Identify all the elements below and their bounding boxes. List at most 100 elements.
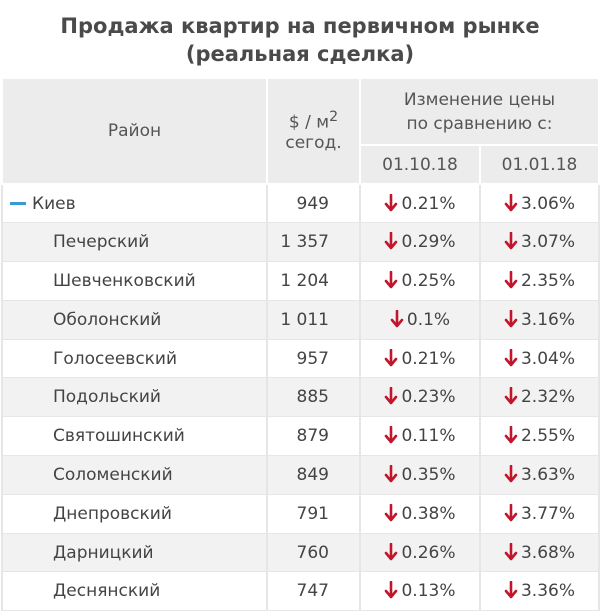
header-price: $ / м2 сегод. [266, 77, 361, 185]
arrow-down-icon [504, 581, 518, 599]
district-name: Киев [32, 193, 76, 214]
arrow-down-icon [504, 270, 518, 289]
arrow-down-icon [504, 542, 518, 561]
arrow-down-icon [390, 309, 404, 328]
change-value-2: 3.77% [520, 503, 575, 524]
change-cell-1: 0.23% [359, 377, 481, 418]
price-value: 1 011 [280, 309, 329, 330]
change-value-2: 3.63% [520, 464, 575, 485]
district-cell: Соломенский [1, 455, 268, 495]
price-value: 949 [296, 193, 329, 214]
district-cell: Шевченковский [1, 261, 268, 301]
district-name: Днепровский [53, 503, 172, 524]
district-cell: Дарницкий [1, 532, 268, 573]
price-cell: 879 [266, 416, 361, 457]
change-value-2: 3.04% [520, 348, 575, 369]
change-value-1: 0.11% [401, 426, 456, 447]
price-cell: 791 [266, 493, 361, 534]
change-cell-2: 3.04% [479, 338, 600, 379]
page-title: Продажа квартир на первичном рынке (реал… [0, 0, 600, 70]
table-row: Соломенский 849 0.35% 3.63% [1, 455, 600, 495]
change-cell-1: 0.11% [359, 416, 481, 457]
header-date-2: 01.01.18 [479, 144, 600, 185]
header-district: Район [1, 77, 268, 185]
table-row: Киев 949 0.21% 3.06% [1, 183, 600, 224]
district-cell: Голосеевский [1, 338, 268, 379]
district-cell[interactable]: Киев [1, 183, 268, 224]
change-value-2: 3.36% [520, 581, 575, 602]
arrow-down-icon [384, 387, 398, 405]
district-cell: Святошинский [1, 416, 268, 457]
arrow-down-icon [384, 542, 398, 561]
change-value-2: 3.07% [520, 232, 575, 253]
change-value-1: 0.1% [406, 309, 451, 330]
price-value: 957 [296, 348, 329, 369]
price-value: 1 204 [280, 270, 329, 291]
arrow-down-icon [504, 231, 518, 250]
district-name: Деснянский [53, 581, 161, 602]
table-row: Деснянский 747 0.13% 3.36% [1, 571, 600, 611]
change-value-1: 0.35% [401, 464, 456, 485]
header-price-today: сегод. [285, 132, 342, 153]
arrow-down-icon [384, 231, 398, 250]
table-row: Дарницкий 760 0.26% 3.68% [1, 532, 600, 573]
change-cell-2: 2.55% [479, 416, 600, 457]
price-cell: 1 204 [266, 261, 361, 301]
change-cell-2: 2.32% [479, 377, 600, 418]
change-cell-1: 0.13% [359, 571, 481, 611]
collapse-minus-icon[interactable] [10, 202, 26, 206]
header-change: Изменение цены по сравнению с: [359, 76, 600, 147]
district-name: Подольский [53, 387, 161, 408]
arrow-down-icon [504, 348, 518, 367]
change-cell-2: 3.07% [479, 222, 600, 263]
arrow-down-icon [504, 193, 518, 212]
price-cell: 885 [266, 377, 361, 418]
table-row: Оболонский 1 011 0.1% 3.16% [1, 299, 600, 340]
district-cell: Днепровский [1, 493, 268, 534]
arrow-down-icon [384, 503, 398, 522]
change-cell-1: 0.26% [359, 532, 481, 573]
price-cell: 849 [266, 455, 361, 495]
district-name: Печерский [53, 232, 150, 253]
arrow-down-icon [504, 464, 518, 483]
change-value-1: 0.25% [401, 270, 456, 291]
change-value-2: 3.06% [520, 193, 575, 214]
price-table: Район $ / м2 сегод. Изменение цены по ср… [1, 76, 600, 611]
table-row: Голосеевский 957 0.21% 3.04% [1, 338, 600, 379]
change-cell-1: 0.21% [359, 183, 481, 224]
price-cell: 747 [266, 571, 361, 611]
district-name: Святошинский [53, 426, 185, 447]
change-value-2: 2.35% [520, 270, 575, 291]
change-cell-2: 3.63% [479, 455, 600, 495]
change-value-1: 0.21% [401, 193, 456, 214]
price-cell: 1 011 [266, 299, 361, 340]
arrow-down-icon [504, 309, 518, 328]
change-value-1: 0.23% [401, 387, 456, 408]
change-cell-2: 3.77% [479, 493, 600, 534]
change-cell-1: 0.1% [359, 299, 481, 340]
price-cell: 949 [266, 183, 361, 224]
table-row: Шевченковский 1 204 0.25% 2.35% [1, 261, 600, 301]
price-cell: 957 [266, 338, 361, 379]
district-cell: Деснянский [1, 571, 268, 611]
price-value: 760 [296, 542, 329, 563]
change-value-1: 0.21% [401, 348, 456, 369]
district-cell: Оболонский [1, 299, 268, 340]
change-value-2: 2.55% [520, 426, 575, 447]
table-row: Подольский 885 0.23% 2.32% [1, 377, 600, 418]
price-value: 1 357 [280, 232, 329, 253]
change-cell-1: 0.29% [359, 222, 481, 263]
price-value: 879 [296, 426, 329, 447]
price-cell: 1 357 [266, 222, 361, 263]
arrow-down-icon [384, 348, 398, 367]
price-value: 747 [296, 581, 329, 602]
header-price-unit: $ / м [288, 112, 330, 133]
arrow-down-icon [384, 581, 398, 599]
district-name: Оболонский [53, 309, 162, 330]
header-date-1: 01.10.18 [359, 144, 481, 185]
change-cell-2: 3.68% [479, 532, 600, 573]
district-name: Соломенский [53, 464, 173, 485]
change-value-2: 2.32% [520, 387, 575, 408]
arrow-down-icon [504, 425, 518, 444]
